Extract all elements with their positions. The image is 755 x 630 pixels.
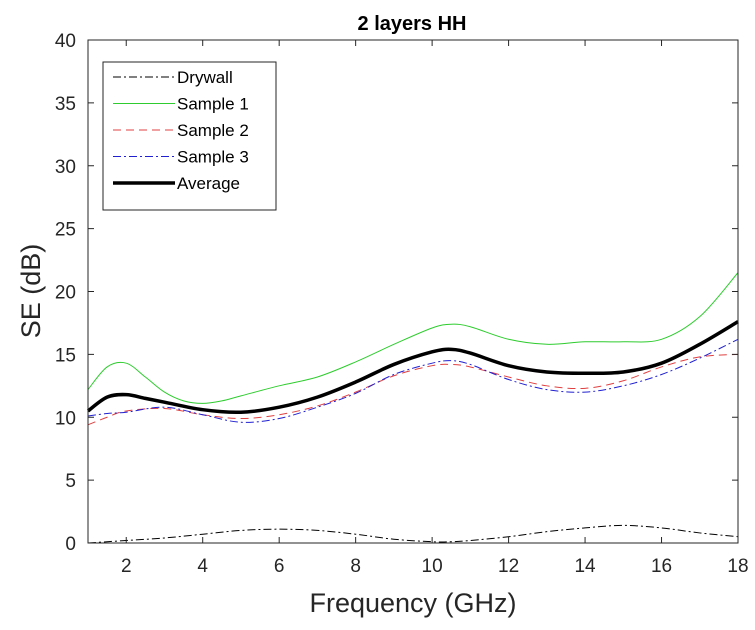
x-tick-label: 6 [274,556,285,577]
y-tick-label: 40 [55,31,76,52]
series-line-drywall [87,524,739,544]
x-tick-label: 4 [197,556,208,577]
x-tick-label: 12 [498,556,519,577]
y-tick-label: 15 [55,345,76,366]
legend-label-sample-3: Sample 3 [177,148,249,167]
series-line-average [86,320,739,415]
x-tick-label: 16 [651,556,672,577]
y-tick-label: 0 [65,534,76,555]
y-tick-label: 20 [55,283,76,304]
x-tick-label: 8 [350,556,361,577]
series-line-sample-1 [87,272,739,404]
series-line-sample-3 [87,338,739,423]
series-line-sample-2 [87,353,739,426]
y-tick-label: 35 [55,94,76,115]
axes-layer: 2 4 6 8 10 12 14 16 18 0 5 10 15 20 25 30 35 40 [55,31,749,577]
legend-label-drywall: Drywall [177,68,233,87]
y-axis-title: SE (dB) [16,244,46,339]
legend-label-sample-2: Sample 2 [177,121,249,140]
series-layer [86,272,739,544]
legend-label-average: Average [177,174,240,193]
legend: Drywall Sample 1 Sample 2 Sample 3 Average [102,61,277,211]
y-tick-label: 10 [55,408,76,429]
y-tick-label: 30 [55,157,76,178]
x-tick-label: 2 [121,556,132,577]
y-tick-label: 25 [55,220,76,241]
x-tick-label: 10 [422,556,443,577]
x-tick-label: 14 [574,556,596,577]
chart-title: 2 layers HH [358,13,467,35]
legend-box [102,61,277,211]
x-axis-title: Frequency (GHz) [309,588,516,618]
legend-label-sample-1: Sample 1 [177,95,249,114]
x-tick-label: 18 [727,556,748,577]
y-tick-label: 5 [65,471,76,492]
